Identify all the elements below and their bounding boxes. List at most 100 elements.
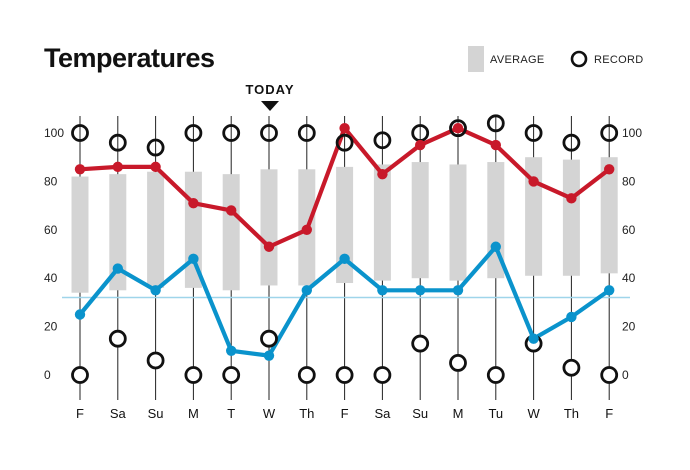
y-tick-label-left: 40	[44, 271, 58, 285]
y-tick-label-right: 60	[622, 223, 636, 237]
record-low-marker	[600, 366, 619, 384]
x-tick-label: Th	[299, 406, 314, 421]
y-tick-label-left: 100	[44, 126, 64, 140]
y-tick-label-left: 80	[44, 174, 58, 188]
series-points-layer	[74, 122, 615, 361]
record-high-marker	[184, 124, 203, 142]
x-tick-label: T	[227, 406, 235, 421]
x-tick-label: M	[453, 406, 464, 421]
y-tick-label-right: 0	[622, 368, 629, 382]
record-low-marker	[562, 358, 581, 377]
average-bar	[222, 174, 240, 291]
record-low-marker	[260, 329, 278, 348]
low-temp-point	[188, 253, 199, 265]
high-temp-point	[490, 139, 501, 151]
average-bar	[525, 157, 543, 276]
y-tick-label-right: 20	[622, 320, 636, 334]
average-bar	[71, 176, 89, 293]
high-temp-point	[188, 197, 199, 209]
record-low-marker	[71, 366, 89, 384]
average-bar	[449, 164, 467, 281]
legend-record-marker	[570, 50, 588, 68]
x-tick-label: Th	[564, 406, 579, 421]
low-temp-point	[226, 345, 237, 356]
high-temp-point	[415, 139, 426, 151]
low-temp-point	[150, 285, 161, 296]
average-bar	[600, 157, 618, 274]
y-tick-label-left: 20	[44, 320, 58, 334]
x-tick-label: Su	[148, 406, 164, 421]
record-low-marker	[335, 366, 354, 384]
low-temp-point	[377, 285, 388, 296]
record-high-marker	[260, 124, 278, 142]
record-high-marker	[562, 133, 581, 152]
x-tick-label: W	[263, 406, 276, 421]
low-temp-point	[301, 285, 312, 296]
average-bar	[109, 174, 127, 291]
record-high-marker	[524, 124, 543, 142]
record-low-marker	[411, 334, 430, 353]
record-high-marker	[297, 124, 316, 142]
low-temp-point	[566, 311, 577, 323]
high-temp-point	[226, 205, 237, 216]
x-tick-label: Su	[412, 406, 428, 421]
high-temp-point	[112, 161, 124, 173]
record-low-marker	[222, 366, 241, 384]
high-temp-point	[377, 168, 388, 180]
y-tick-label-right: 80	[622, 174, 636, 188]
y-tick-label-right: 40	[622, 271, 636, 285]
x-tick-label: W	[527, 406, 540, 421]
high-temp-point	[301, 224, 312, 235]
low-temp-point	[490, 241, 501, 252]
x-tick-label: Sa	[374, 406, 391, 421]
record-low-marker	[449, 353, 467, 372]
record-high-marker	[71, 124, 89, 142]
x-tick-label: Tu	[488, 406, 503, 421]
record-low-marker	[146, 351, 165, 370]
x-tick-label: F	[605, 406, 613, 421]
average-bar	[373, 164, 391, 281]
today-label: TODAY	[245, 82, 294, 97]
record-high-marker	[222, 124, 241, 142]
high-temp-point	[74, 164, 86, 175]
high-temp-point	[566, 193, 577, 204]
average-bar	[260, 169, 278, 286]
high-temp-point	[150, 161, 161, 173]
x-tick-label: F	[76, 406, 84, 421]
average-bar	[411, 162, 429, 279]
high-temp-point	[528, 176, 539, 187]
x-tick-label: Sa	[110, 406, 127, 421]
legend: AVERAGE RECORD	[468, 46, 643, 72]
y-tick-label-left: 60	[44, 223, 58, 237]
low-temp-point	[415, 285, 426, 296]
today-marker: TODAY	[245, 82, 294, 111]
x-axis-labels: F Sa Su M T W Th F Sa Su M Tu W Th F	[76, 406, 613, 421]
high-temp-point	[263, 241, 275, 252]
record-markers-layer	[71, 114, 619, 384]
legend-average-swatch	[468, 46, 484, 72]
x-tick-label: M	[188, 406, 199, 421]
low-temp-point	[528, 333, 539, 344]
record-high-marker	[486, 114, 505, 133]
record-high-marker	[335, 133, 354, 152]
record-low-marker	[184, 366, 203, 384]
chart-title: Temperatures	[44, 43, 215, 73]
low-temp-point	[604, 285, 615, 296]
average-bar	[336, 166, 354, 284]
record-high-marker	[373, 131, 392, 150]
record-low-marker	[486, 366, 505, 384]
low-temp-point	[112, 263, 124, 274]
y-tick-label-right: 100	[622, 126, 642, 140]
average-bar	[562, 159, 580, 276]
record-low-marker	[297, 366, 316, 384]
low-temp-point	[263, 350, 275, 361]
record-low-marker	[108, 329, 127, 348]
y-axis-labels: 0 0 20 20 40 40 60 60 80 80 100 100	[44, 126, 642, 382]
legend-record-label: RECORD	[594, 54, 643, 66]
average-bars-layer	[71, 157, 618, 293]
record-low-marker	[373, 366, 392, 384]
today-arrow-icon	[261, 101, 279, 111]
record-high-marker	[146, 138, 165, 157]
average-bar	[147, 171, 165, 288]
